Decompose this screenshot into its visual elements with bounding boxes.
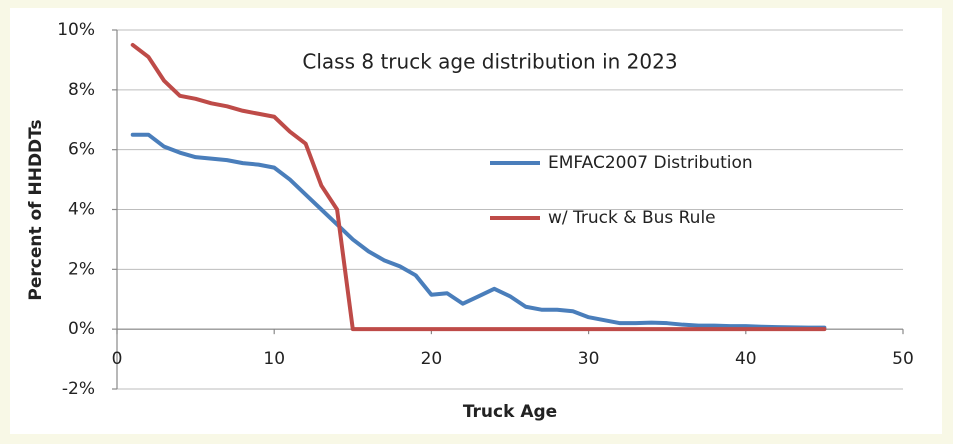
y-axis-label: Percent of HHDDTs (26, 119, 46, 300)
chart-area (10, 8, 942, 434)
y-tick-label: -2% (62, 379, 95, 399)
x-tick-label: 40 (735, 349, 757, 369)
series-line (130, 42, 827, 332)
y-tick-label: 4% (68, 200, 95, 220)
y-tick-label: 8% (68, 80, 95, 100)
x-tick-label: 10 (263, 349, 285, 369)
legend-label: EMFAC2007 Distribution (548, 153, 753, 173)
y-tick-label: 0% (68, 319, 95, 339)
series-line (130, 132, 827, 330)
x-tick-label: 50 (892, 349, 914, 369)
legend-label: w/ Truck & Bus Rule (548, 208, 716, 228)
x-tick-label: 20 (421, 349, 443, 369)
x-tick-label: 30 (578, 349, 600, 369)
y-tick-label: 6% (68, 140, 95, 160)
y-tick-label: 10% (57, 20, 95, 40)
y-tick-label: 2% (68, 259, 95, 279)
x-tick-label: 0 (112, 349, 123, 369)
chart-title: Class 8 truck age distribution in 2023 (302, 50, 677, 74)
x-axis-label: Truck Age (463, 402, 557, 422)
